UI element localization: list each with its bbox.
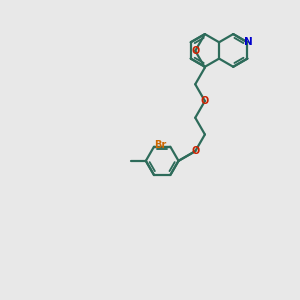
Text: O: O [191, 46, 200, 56]
Text: O: O [201, 96, 209, 106]
Text: O: O [191, 146, 200, 156]
Text: N: N [244, 37, 253, 47]
Text: Br: Br [154, 140, 166, 150]
